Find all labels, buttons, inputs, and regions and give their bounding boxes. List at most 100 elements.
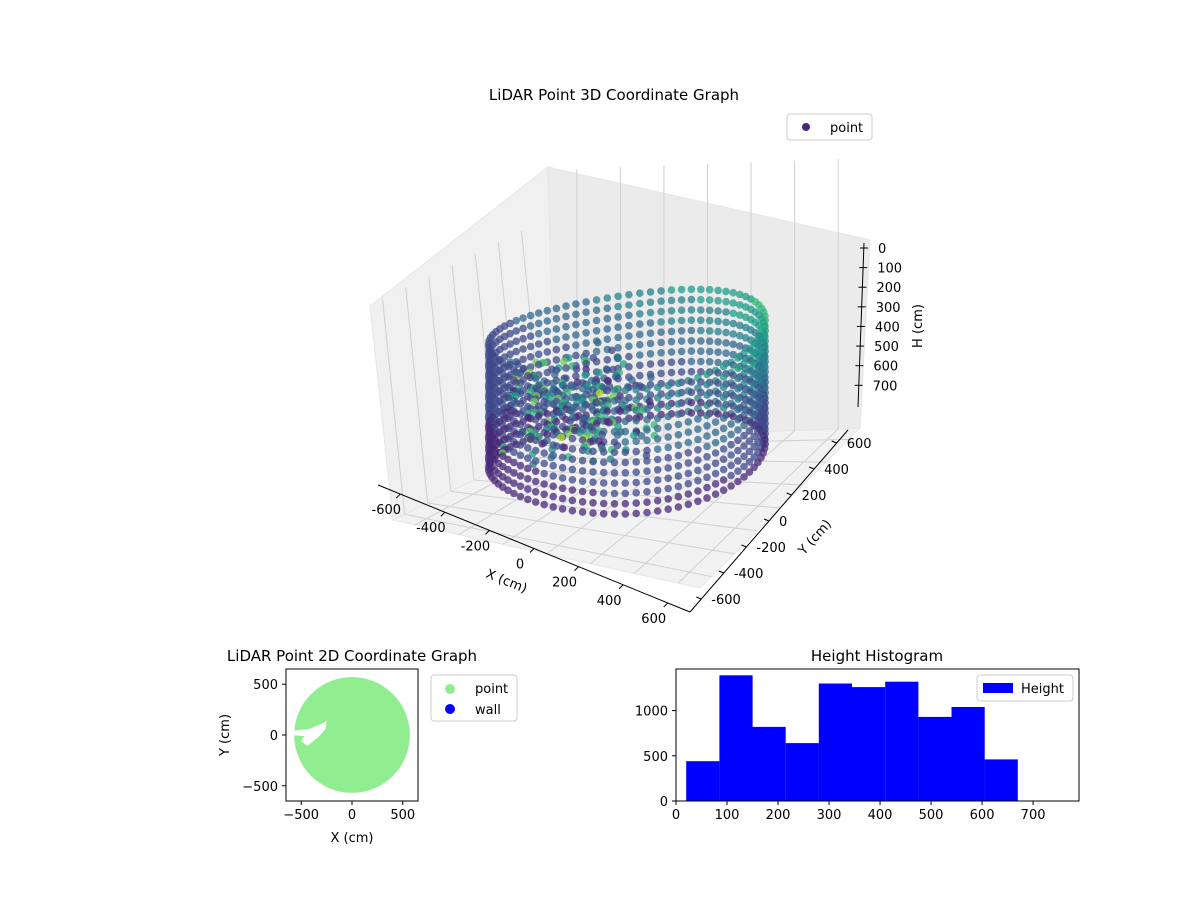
scatter3d-point: [538, 440, 546, 448]
scatter3d-point: [643, 467, 651, 476]
scatter3d-point: [734, 467, 742, 476]
scatter3d-point: [727, 471, 735, 480]
scatter3d-point: [578, 405, 587, 413]
scatter3d-point: [582, 298, 590, 306]
scatter3d-point: [657, 359, 665, 367]
scatter3d-point: [632, 416, 640, 425]
scatter3d-point: [603, 325, 612, 333]
scatter3d-point: [643, 415, 651, 424]
scatter3d-point: [664, 443, 672, 452]
scatter3d-point: [524, 444, 532, 452]
scatter3d-point: [674, 431, 683, 439]
scatter3d-point: [578, 477, 587, 486]
scatter3d-point: [684, 428, 693, 437]
scatter3d-point: [540, 490, 548, 499]
scatter3d-point: [646, 339, 655, 348]
scatter3d-point: [750, 442, 758, 451]
scatter3d-point: [540, 480, 548, 488]
scatter3d-x-tick-label: -200: [461, 539, 491, 554]
scatter3d-point: [729, 340, 737, 349]
scatter3d-point: [722, 297, 730, 306]
scatter3d-point: [646, 350, 655, 358]
scatter3d-point: [714, 389, 722, 398]
scatter3d-point: [667, 307, 676, 315]
scatter3d-point: [549, 503, 557, 511]
scatter3d-point: [510, 489, 518, 498]
scatter3d-point: [643, 436, 651, 445]
scatter3d-point: [592, 296, 601, 304]
scatter3d-point: [687, 306, 696, 314]
histogram-x-tick-label: 700: [1021, 808, 1046, 823]
scatter3d-point: [647, 373, 655, 382]
scatter3d-point: [687, 388, 696, 397]
scatter3d-point: [657, 338, 665, 347]
scatter3d-point: [534, 319, 543, 328]
scatter3d-point: [605, 418, 613, 427]
scatter3d-point: [636, 371, 644, 380]
scatter3d-point: [599, 468, 608, 477]
scatter3d-point: [667, 358, 676, 367]
scatter3d-point: [543, 317, 552, 325]
scatter3d-grid-y-wall-line: [451, 264, 475, 481]
scatter3d-point: [714, 286, 722, 295]
scatter3d-point: [524, 464, 532, 473]
scatter3d-point: [714, 338, 722, 346]
scatter3d-point: [568, 465, 577, 474]
scatter3d-title: LiDAR Point 3D Coordinate Graph: [489, 86, 739, 104]
scatter3d-point: [697, 347, 705, 356]
scatter3d-point: [750, 453, 758, 461]
scatter3d-point: [719, 445, 728, 453]
scatter3d-point: [531, 498, 540, 506]
scatter3d-point: [719, 465, 728, 474]
scatter3d-point: [684, 459, 693, 467]
scatter3d-point: [736, 301, 744, 309]
scatter3d-point: [558, 453, 567, 462]
scatter3d-point: [657, 318, 665, 326]
scatter3d-point: [705, 316, 714, 325]
scatter3d-y-label: Y (cm): [795, 517, 835, 559]
scatter3d-point: [592, 327, 601, 335]
scatter3d-point: [653, 424, 662, 433]
scatter3d-y-tick: [718, 570, 725, 574]
scatter3d-point: [745, 447, 754, 456]
histogram-title: Height Histogram: [811, 647, 943, 665]
scatter3d-h-label: H (cm): [911, 304, 926, 348]
scatter3d-point: [549, 472, 557, 480]
scatter3d-point: [740, 431, 748, 440]
histogram-bar: [719, 675, 753, 801]
scatter3d-point: [552, 325, 561, 333]
scatter3d-point: [636, 310, 644, 318]
scatter3d-point: [568, 506, 577, 515]
scatter3d-point: [531, 477, 540, 486]
scatter3d-point: [610, 407, 619, 415]
scatter3d-point: [653, 496, 662, 505]
scatter3d-point: [646, 360, 655, 368]
scatter3d-point: [562, 312, 570, 321]
scatter3d-point: [534, 360, 543, 369]
scatter3d-point: [727, 440, 735, 449]
histogram-x-tick-label: 0: [672, 808, 680, 823]
histogram-x-tick-label: 500: [919, 808, 944, 823]
scatter3d-point: [636, 299, 644, 308]
scatter3d-point: [572, 331, 580, 339]
scatter3d-y-tick-label: 0: [779, 515, 787, 530]
scatter3d-point: [719, 362, 728, 371]
scatter3d-point: [526, 332, 535, 341]
scatter3d-point: [625, 321, 633, 330]
scatter3d-point: [589, 468, 597, 476]
scatter3d-point: [697, 316, 705, 325]
scatter3d-point: [552, 335, 561, 344]
scatter3d-point: [657, 287, 665, 295]
scatter3d-point: [697, 357, 705, 366]
scatter3d-point: [531, 374, 540, 383]
scatter3d-point: [719, 404, 728, 412]
scatter3d-point: [677, 337, 686, 345]
scatter3d-point: [705, 285, 714, 294]
scatter3d-point: [750, 463, 758, 472]
scatter3d-point: [740, 421, 748, 430]
scatter3d-point: [719, 455, 728, 464]
scatter3d-point: [572, 372, 580, 380]
scatter3d-point: [540, 449, 548, 457]
scatter3d-point: [687, 409, 696, 417]
scatter3d-point: [653, 476, 662, 484]
